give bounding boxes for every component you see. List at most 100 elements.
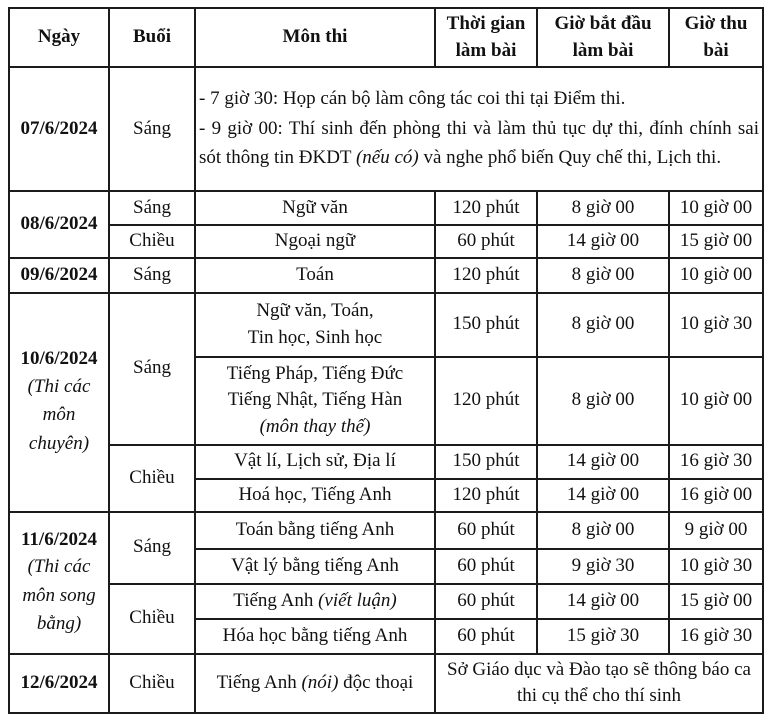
- start-time-cell: 8 giờ 00: [536, 291, 670, 358]
- duration-cell: 60 phút: [434, 617, 538, 655]
- row-08-6-afternoon: Chiều Ngoại ngữ 60 phút 14 giờ 00 15 giờ…: [9, 224, 764, 259]
- subject-cell: Tiếng Anh (nói) độc thoại: [194, 652, 436, 714]
- session-cell: Chiều: [108, 443, 196, 513]
- row-09-6: 09/6/2024 Sáng Toán 120 phút 8 giờ 00 10…: [8, 256, 764, 294]
- date-cell: 10/6/2024 (Thi các môn chuyên): [8, 291, 110, 513]
- session-cell: Sáng: [108, 66, 196, 193]
- duration-cell: 150 phút: [434, 443, 538, 480]
- header-date: Ngày: [8, 6, 110, 69]
- row-07-6: 07/6/2024 Sáng - 7 giờ 30: Họp cán bộ là…: [8, 66, 764, 193]
- subject-text: độc thoại: [338, 672, 414, 694]
- start-time-cell: 14 giờ 00: [536, 443, 670, 480]
- duration-cell: 120 phút: [434, 355, 538, 446]
- start-time-cell: 8 giờ 00: [536, 256, 670, 294]
- collect-time-cell: 16 giờ 30: [668, 617, 764, 655]
- date-cell: 12/6/2024: [8, 652, 110, 714]
- session-cell: Sáng: [108, 190, 196, 227]
- note-line-1: - 7 giờ 30: Họp cán bộ làm công tác coi …: [199, 87, 626, 109]
- duration-cell: 60 phút: [434, 510, 538, 550]
- subject-cell: Hóa học bằng tiếng Anh: [194, 617, 436, 655]
- subject-cell: Tiếng Anh (viết luận): [194, 582, 436, 620]
- session-cell: Chiều: [108, 652, 196, 714]
- start-time-cell: 8 giờ 00: [536, 510, 670, 550]
- row-10-6-morning-2: Tiếng Pháp, Tiếng Đức Tiếng Nhật, Tiếng …: [9, 355, 764, 446]
- subject-cell: Ngữ văn, Toán, Tin học, Sinh học: [194, 291, 436, 358]
- row-11-6-afternoon-1: Chiều Tiếng Anh (viết luận) 60 phút 14 g…: [9, 582, 764, 655]
- date-note-text: (Thi các môn song bằng): [22, 556, 96, 635]
- subject-note: (nói): [301, 672, 339, 694]
- start-time-cell: 15 giờ 30: [536, 617, 670, 655]
- session-cell: Sáng: [108, 510, 196, 585]
- collect-time-cell: 16 giờ 30: [668, 443, 764, 480]
- duration-cell: 60 phút: [434, 582, 538, 620]
- header-collect-time: Giờ thu bài: [668, 6, 764, 69]
- date-cell: 11/6/2024 (Thi các môn song bằng): [8, 510, 110, 655]
- start-time-cell: 14 giờ 00: [536, 224, 670, 259]
- subject-cell: Ngoại ngữ: [194, 224, 436, 259]
- start-time-cell: 8 giờ 00: [536, 190, 670, 227]
- session-cell: Chiều: [108, 582, 196, 655]
- row-10-6-afternoon-2: Hoá học, Tiếng Anh 120 phút 14 giờ 00 16…: [9, 477, 764, 513]
- duration-cell: 120 phút: [434, 477, 538, 513]
- subject-cell: Tiếng Pháp, Tiếng Đức Tiếng Nhật, Tiếng …: [194, 355, 436, 446]
- collect-time-cell: 10 giờ 00: [668, 256, 764, 294]
- collect-time-cell: 16 giờ 00: [668, 477, 764, 513]
- date-cell: 07/6/2024: [8, 66, 110, 193]
- subject-cell: Vật lí, Lịch sử, Địa lí: [194, 443, 436, 480]
- header-duration: Thời gian làm bài: [434, 6, 538, 69]
- session-cell: Sáng: [108, 291, 196, 446]
- subject-line: Tiếng Nhật, Tiếng Hàn: [227, 389, 403, 411]
- duration-cell: 60 phút: [434, 224, 538, 259]
- date-cell: 09/6/2024: [8, 256, 110, 294]
- note-text: - 9 giờ 00: Thí sinh đến phòng thi và là…: [199, 118, 759, 168]
- row-12-6: 12/6/2024 Chiều Tiếng Anh (nói) độc thoạ…: [8, 652, 764, 714]
- notice-cell: Sở Giáo dục và Đào tạo sẽ thông báo ca t…: [434, 652, 764, 714]
- subject-line: Tiếng Pháp, Tiếng Đức: [226, 362, 404, 384]
- start-time-cell: 9 giờ 30: [536, 547, 670, 585]
- subject-text: Tiếng Anh: [233, 589, 319, 611]
- note-text: và nghe phổ biến Quy chế thi, Lịch thi.: [418, 146, 722, 168]
- session-cell: Sáng: [108, 256, 196, 294]
- exam-schedule-table: Ngày Buổi Môn thi Thời gian làm bài Giờ …: [8, 6, 764, 714]
- collect-time-cell: 10 giờ 00: [668, 355, 764, 446]
- collect-time-cell: 10 giờ 30: [668, 291, 764, 358]
- duration-cell: 120 phút: [434, 190, 538, 227]
- header-session: Buổi: [108, 6, 196, 69]
- subject-note: (môn thay thế): [259, 416, 371, 438]
- date-note-text: (Thi các môn chuyên): [27, 375, 91, 454]
- collect-time-cell: 9 giờ 00: [668, 510, 764, 550]
- date-text: 10/6/2024: [20, 348, 98, 370]
- start-time-cell: 14 giờ 00: [536, 477, 670, 513]
- row-10-6-morning-1: 10/6/2024 (Thi các môn chuyên) Sáng Ngữ …: [8, 291, 764, 513]
- note-line-2: - 9 giờ 00: Thí sinh đến phòng thi và là…: [199, 115, 759, 173]
- collect-time-cell: 15 giờ 00: [668, 582, 764, 620]
- row-10-6-afternoon-1: Chiều Vật lí, Lịch sử, Địa lí 150 phút 1…: [9, 443, 764, 513]
- subject-text: Tiếng Anh: [216, 672, 302, 694]
- subject-line: Ngữ văn, Toán,: [256, 300, 374, 322]
- subject-note: (viết luận): [318, 589, 397, 611]
- start-time-cell: 14 giờ 00: [536, 582, 670, 620]
- preparation-notes-cell: - 7 giờ 30: Họp cán bộ làm công tác coi …: [194, 66, 764, 193]
- header-start-time: Giờ bắt đầu làm bài: [536, 6, 670, 69]
- header-subject: Môn thi: [194, 6, 436, 69]
- row-11-6-afternoon-2: Hóa học bằng tiếng Anh 60 phút 15 giờ 30…: [9, 617, 764, 655]
- row-11-6-morning-2: Vật lý bằng tiếng Anh 60 phút 9 giờ 30 1…: [9, 547, 764, 585]
- date-cell: 08/6/2024: [8, 190, 110, 259]
- duration-cell: 60 phút: [434, 547, 538, 585]
- start-time-cell: 8 giờ 00: [536, 355, 670, 446]
- collect-time-cell: 15 giờ 00: [668, 224, 764, 259]
- row-08-6-morning: 08/6/2024 Sáng Ngữ văn 120 phút 8 giờ 00…: [8, 190, 764, 259]
- subject-cell: Ngữ văn: [194, 190, 436, 227]
- collect-time-cell: 10 giờ 00: [668, 190, 764, 227]
- header-row: Ngày Buổi Môn thi Thời gian làm bài Giờ …: [8, 6, 764, 69]
- note-italic-text: (nếu có): [355, 146, 419, 168]
- subject-line: Tin học, Sinh học: [247, 326, 383, 348]
- subject-cell: Hoá học, Tiếng Anh: [194, 477, 436, 513]
- duration-cell: 150 phút: [434, 291, 538, 358]
- collect-time-cell: 10 giờ 30: [668, 547, 764, 585]
- row-11-6-morning-1: 11/6/2024 (Thi các môn song bằng) Sáng T…: [8, 510, 764, 655]
- session-cell: Chiều: [108, 224, 196, 259]
- date-text: 11/6/2024: [20, 528, 97, 550]
- subject-cell: Vật lý bằng tiếng Anh: [194, 547, 436, 585]
